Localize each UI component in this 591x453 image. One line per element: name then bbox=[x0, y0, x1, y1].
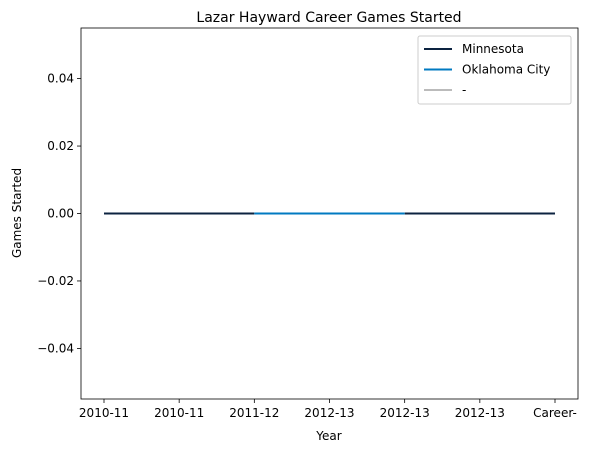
y-tick-label-1: −0.02 bbox=[37, 274, 74, 288]
legend-label-0: Minnesota bbox=[462, 42, 524, 56]
y-tick-label-2: 0.00 bbox=[47, 207, 74, 221]
y-axis-label: Games Started bbox=[10, 168, 24, 258]
x-tick-label-2: 2011-12 bbox=[229, 406, 279, 420]
y-tick-label-3: 0.02 bbox=[47, 139, 74, 153]
legend-label-2: - bbox=[462, 83, 466, 97]
x-tick-label-3: 2012-13 bbox=[304, 406, 354, 420]
x-tick-label-1: 2010-11 bbox=[154, 406, 204, 420]
legend: Minnesota Oklahoma City - bbox=[417, 35, 572, 105]
x-axis: 2010-11 2010-11 2011-12 2012-13 2012-13 2012-… bbox=[79, 399, 577, 420]
legend-label-1: Oklahoma City bbox=[462, 63, 550, 77]
legend-box bbox=[417, 35, 572, 105]
y-tick-label-4: 0.04 bbox=[47, 72, 74, 86]
x-tick-label-0: 2010-11 bbox=[79, 406, 129, 420]
legend-entries: Minnesota Oklahoma City - bbox=[424, 42, 550, 97]
x-tick-label-5: 2012-13 bbox=[455, 406, 505, 420]
x-axis-label: Year bbox=[315, 429, 341, 443]
y-tick-label-0: −0.04 bbox=[37, 341, 74, 355]
x-tick-label-4: 2012-13 bbox=[380, 406, 430, 420]
y-axis: −0.04 −0.02 0.00 0.02 0.04 bbox=[37, 72, 81, 355]
x-tick-label-6: Career- bbox=[533, 406, 577, 420]
chart-title: Lazar Hayward Career Games Started bbox=[196, 10, 461, 26]
